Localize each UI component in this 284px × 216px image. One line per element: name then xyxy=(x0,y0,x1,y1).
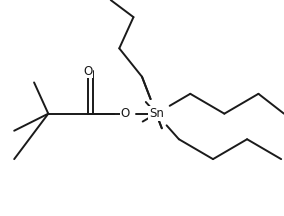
Text: O: O xyxy=(120,107,130,120)
Text: Sn: Sn xyxy=(149,107,164,120)
Text: O: O xyxy=(83,65,93,78)
